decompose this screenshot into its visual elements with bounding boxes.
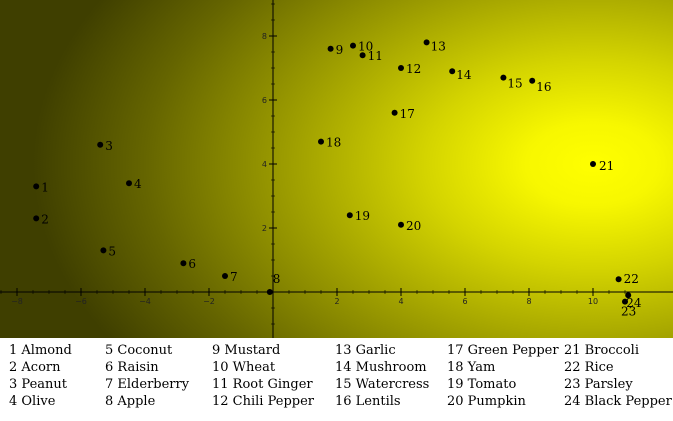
legend-item-3: 3 Peanut <box>9 377 67 392</box>
point-label-11: 11 <box>368 49 383 63</box>
point-label-15: 15 <box>507 77 522 91</box>
legend: 1 Almond 2 Acorn 3 Peanut 4 Olive 5 Coconut 6… <box>0 338 673 421</box>
point-22 <box>615 276 622 283</box>
point-18 <box>318 138 324 145</box>
point-label-9: 9 <box>336 43 344 57</box>
legend-item-23: 23 Parsley <box>564 377 633 392</box>
point-12 <box>398 65 404 71</box>
point-label-23: 23 <box>621 305 636 319</box>
point-14 <box>449 68 456 75</box>
point-17 <box>391 109 398 116</box>
legend-item-15: 15 Watercress <box>335 377 430 392</box>
y-tick-label: 8 <box>262 32 267 41</box>
point-label-3: 3 <box>105 139 113 153</box>
point-6 <box>180 260 187 267</box>
legend-item-16: 16 Lentils <box>335 394 401 409</box>
point-8 <box>266 289 273 295</box>
legend-item-17: 17 Green Pepper <box>447 343 559 358</box>
legend-item-18: 18 Yam <box>447 360 496 375</box>
x-tick-label: −2 <box>203 297 215 306</box>
y-tick-label: 2 <box>262 224 267 233</box>
y-tick-label: 4 <box>262 160 267 169</box>
x-tick-label: −4 <box>139 297 151 306</box>
point-label-21: 21 <box>599 159 614 173</box>
point-label-19: 19 <box>355 209 370 223</box>
x-tick-label: 10 <box>588 297 598 306</box>
x-tick-label: 4 <box>398 297 403 306</box>
point-label-12: 12 <box>406 62 421 76</box>
point-label-17: 17 <box>400 107 415 121</box>
point-15 <box>500 74 507 81</box>
point-label-6: 6 <box>188 257 196 271</box>
point-23 <box>622 298 628 305</box>
legend-item-9: 9 Mustard <box>212 343 281 358</box>
point-label-18: 18 <box>326 136 341 150</box>
point-label-7: 7 <box>230 270 238 284</box>
point-1 <box>33 183 40 190</box>
x-tick-label: −8 <box>11 297 23 306</box>
point-5 <box>100 247 107 254</box>
legend-item-7: 7 Elderberry <box>105 377 190 392</box>
legend-item-4: 4 Olive <box>9 394 56 409</box>
legend-item-24: 24 Black Pepper <box>564 394 672 409</box>
point-label-4: 4 <box>134 177 142 191</box>
point-label-10: 10 <box>358 40 373 54</box>
point-11 <box>359 52 366 59</box>
legend-item-21: 21 Broccoli <box>564 343 639 358</box>
point-9 <box>327 45 334 52</box>
point-10 <box>350 42 356 49</box>
point-7 <box>222 273 228 279</box>
legend-item-11: 11 Root Ginger <box>212 377 313 392</box>
x-tick-label: −6 <box>75 297 87 306</box>
legend-item-20: 20 Pumpkin <box>447 394 526 409</box>
point-label-14: 14 <box>456 68 472 82</box>
legend-item-13: 13 Garlic <box>335 343 396 358</box>
point-3 <box>97 141 104 148</box>
chart-background <box>0 0 673 338</box>
point-13 <box>423 39 430 46</box>
legend-item-10: 10 Wheat <box>212 360 276 375</box>
point-label-16: 16 <box>536 80 551 94</box>
x-tick-label: 6 <box>462 297 467 306</box>
point-20 <box>398 221 404 228</box>
legend-item-22: 22 Rice <box>564 360 614 375</box>
legend-item-19: 19 Tomato <box>447 377 517 392</box>
point-label-22: 22 <box>624 272 639 286</box>
point-label-13: 13 <box>431 39 446 53</box>
legend-item-2: 2 Acorn <box>9 360 61 375</box>
point-label-5: 5 <box>108 244 116 258</box>
point-label-1: 1 <box>41 180 49 194</box>
point-label-20: 20 <box>406 219 421 233</box>
point-19 <box>346 212 353 219</box>
legend-item-5: 5 Coconut <box>105 343 173 358</box>
point-24 <box>625 292 632 299</box>
x-tick-label: 2 <box>334 297 339 306</box>
point-2 <box>33 215 40 222</box>
legend-item-14: 14 Mushroom <box>335 360 427 375</box>
x-tick-label: 8 <box>526 297 531 306</box>
point-label-2: 2 <box>41 212 49 226</box>
legend-item-12: 12 Chili Pepper <box>212 394 315 409</box>
legend-item-8: 8 Apple <box>105 394 156 409</box>
point-label-8: 8 <box>273 272 281 286</box>
point-4 <box>126 180 132 187</box>
point-label-24: 24 <box>626 296 642 310</box>
point-16 <box>529 77 536 84</box>
legend-item-1: 1 Almond <box>9 343 72 358</box>
legend-item-6: 6 Raisin <box>105 360 159 375</box>
point-21 <box>590 161 596 167</box>
y-tick-label: 6 <box>262 96 267 105</box>
